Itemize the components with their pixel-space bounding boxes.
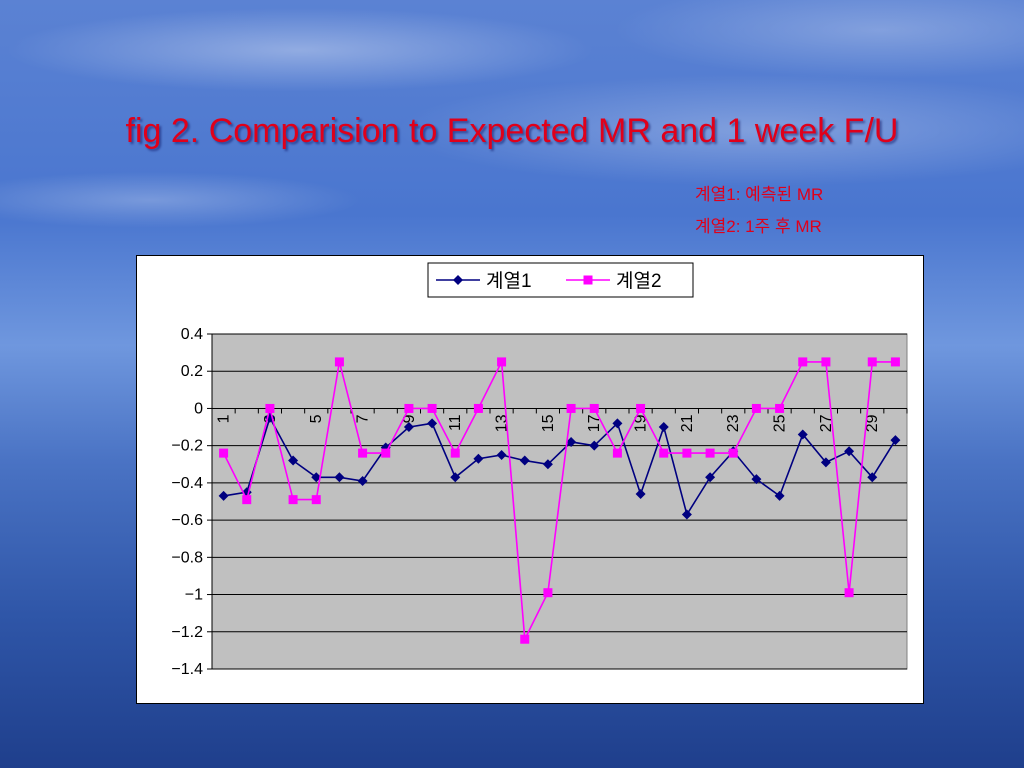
series1-point	[357, 476, 368, 487]
series2-point	[473, 403, 483, 413]
series2-point	[334, 357, 344, 367]
series1-point	[890, 435, 901, 446]
slide-title: fig 2. Comparision to Expected MR and 1 …	[125, 112, 899, 150]
series1-point	[334, 472, 345, 483]
x-tick-label: 27	[818, 414, 835, 432]
series2-point	[775, 403, 785, 413]
series1-point	[264, 412, 275, 423]
y-tick-label: −0.6	[171, 512, 203, 529]
y-tick-label: 0	[194, 400, 203, 417]
series1-point	[427, 418, 438, 429]
y-tick-label: −1.2	[171, 624, 203, 641]
series1-point	[519, 455, 530, 466]
series2-point	[265, 403, 275, 413]
legend-marker-1	[453, 275, 463, 285]
legend-label-1: 계열1	[486, 270, 532, 292]
legend-marker-2	[583, 275, 593, 285]
x-tick-label: 9	[401, 414, 418, 423]
x-tick-label: 19	[633, 414, 650, 432]
series1-point	[288, 455, 299, 466]
series2-note: 계열2: 1주 후 MR	[695, 217, 822, 236]
series2-point	[844, 588, 854, 598]
series2-point	[682, 448, 692, 458]
x-tick-label: 17	[586, 414, 603, 432]
series1-point	[496, 449, 507, 460]
series1-point	[542, 459, 553, 470]
series1-point	[844, 446, 855, 457]
series1-point	[612, 418, 623, 429]
series2-point	[890, 357, 900, 367]
x-tick-label: 21	[679, 414, 696, 432]
series1-point	[589, 440, 600, 451]
y-tick-label: 0.2	[181, 363, 203, 380]
series2-point	[288, 495, 298, 505]
series2-point	[242, 495, 252, 505]
series1-point	[681, 509, 692, 520]
series2-point	[358, 448, 368, 458]
series1-point	[566, 436, 577, 447]
series2-point	[705, 448, 715, 458]
x-tick-label: 25	[772, 414, 789, 432]
y-tick-label: −0.8	[171, 549, 203, 566]
x-tick-label: 29	[864, 414, 881, 432]
series2-point	[728, 448, 738, 458]
y-tick-label: −1	[185, 587, 203, 604]
x-tick-label: 11	[447, 414, 464, 431]
y-tick-label: 0.4	[181, 326, 203, 343]
series1-point	[774, 490, 785, 501]
x-tick-label: 23	[725, 414, 742, 432]
series1-note: 계열1: 예측된 MR	[695, 185, 824, 204]
series2-point	[798, 357, 808, 367]
series2-point	[636, 403, 646, 413]
x-tick-label: 5	[308, 414, 325, 423]
series2-point	[381, 448, 391, 458]
x-tick-label: 1	[216, 414, 233, 423]
series1-point	[450, 472, 461, 483]
series1-point	[218, 490, 229, 501]
y-tick-label: −1.4	[171, 661, 203, 678]
series1-point	[705, 472, 716, 483]
series2-point	[867, 357, 877, 367]
series2-point	[543, 588, 553, 598]
series2-point	[450, 448, 460, 458]
series1-point	[658, 422, 669, 433]
series2-point	[659, 448, 669, 458]
series-line-2	[222, 358, 896, 643]
series1-point	[867, 472, 878, 483]
line-chart: 0.40.20−0.2−0.4−0.6−0.8−1−1.2−1.41357911…	[171, 262, 908, 678]
series1-point	[473, 453, 484, 464]
series2-point	[219, 448, 229, 458]
y-tick-label: −0.4	[171, 475, 203, 492]
series1-point	[820, 457, 831, 468]
series2-point	[751, 403, 761, 413]
series2-point	[589, 403, 599, 413]
chart-container: 0.40.20−0.2−0.4−0.6−0.8−1−1.2−1.41357911…	[136, 255, 924, 704]
series2-point	[612, 448, 622, 458]
series2-point	[427, 403, 437, 413]
series1-point	[797, 429, 808, 440]
x-tick-label: 7	[355, 414, 372, 423]
series2-point	[404, 403, 414, 413]
series1-point	[311, 472, 322, 483]
series2-point	[566, 403, 576, 413]
x-tick-label: 15	[540, 414, 557, 432]
series1-point	[635, 489, 646, 500]
series1-point	[403, 422, 414, 433]
series2-point	[311, 495, 321, 505]
series2-point	[520, 634, 530, 644]
series2-point	[497, 357, 507, 367]
series2-point	[821, 357, 831, 367]
series1-point	[751, 474, 762, 485]
legend-label-2: 계열2	[616, 270, 662, 292]
y-tick-label: −0.2	[171, 438, 203, 455]
